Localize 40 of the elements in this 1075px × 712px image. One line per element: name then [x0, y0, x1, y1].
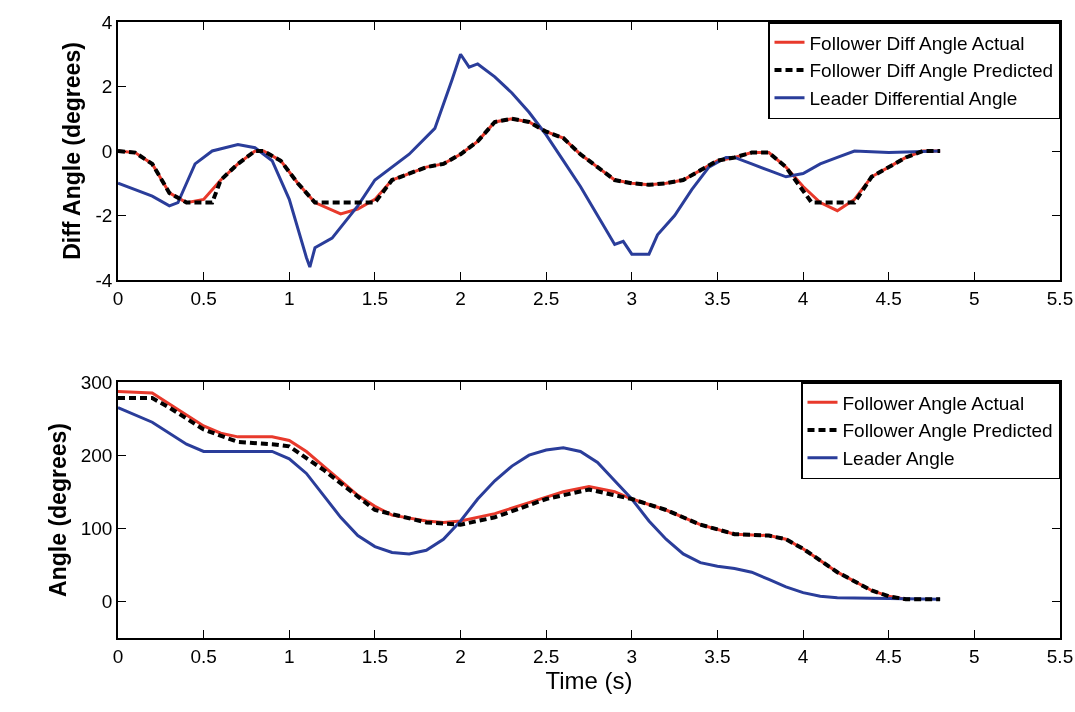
x-tick-label: 1 — [283, 287, 295, 309]
y-tick-label: 4 — [101, 11, 113, 33]
x-tick-label: 2 — [455, 287, 466, 309]
x-tick-label: 3.5 — [704, 287, 731, 309]
x-tick-label: 3.5 — [704, 645, 731, 667]
x-tick-label: 4 — [797, 645, 809, 667]
y-tick-label: 0 — [101, 140, 113, 162]
x-tick-label: 2.5 — [532, 645, 560, 667]
y-tick-label: 2 — [101, 76, 113, 98]
x-tick-label: 1.5 — [361, 287, 389, 309]
x-axis-title: Time (s) — [545, 666, 633, 694]
y-tick-label: 300 — [80, 371, 113, 393]
x-tick-label: 3 — [626, 645, 638, 667]
x-tick-label: 4.5 — [875, 645, 902, 667]
y-axis-title: Diff Angle (degrees) — [59, 42, 86, 260]
x-tick-label: 4.5 — [875, 287, 902, 309]
x-tick-label: 5 — [969, 287, 980, 309]
legend-label: Follower Diff Angle Actual — [809, 32, 1025, 54]
x-tick-label: 1.5 — [361, 645, 389, 667]
x-tick-label: 0.5 — [190, 287, 217, 309]
legend-label: Leader Angle — [842, 448, 955, 470]
x-tick-label: 2.5 — [532, 287, 560, 309]
y-tick-label: -4 — [95, 269, 113, 291]
legend-label: Leader Differential Angle — [809, 88, 1018, 110]
y-tick-label: 100 — [80, 517, 113, 539]
legend-label: Follower Diff Angle Predicted — [809, 60, 1054, 82]
y-tick-label: 200 — [80, 444, 113, 466]
y-tick-label: -2 — [95, 205, 113, 227]
x-tick-label: 4 — [797, 287, 809, 309]
x-tick-label: 2 — [455, 645, 466, 667]
x-tick-label: 1 — [283, 645, 295, 667]
x-tick-label: 5 — [969, 645, 980, 667]
x-tick-label: 0.5 — [190, 645, 217, 667]
x-tick-label: 5.5 — [1046, 287, 1074, 309]
y-axis-title: Angle (degrees) — [44, 423, 71, 597]
legend-label: Follower Angle Predicted — [842, 420, 1053, 442]
x-tick-label: 5.5 — [1046, 645, 1074, 667]
y-tick-label: 0 — [101, 591, 113, 613]
legend-label: Follower Angle Actual — [842, 392, 1025, 414]
x-tick-label: 3 — [626, 287, 638, 309]
